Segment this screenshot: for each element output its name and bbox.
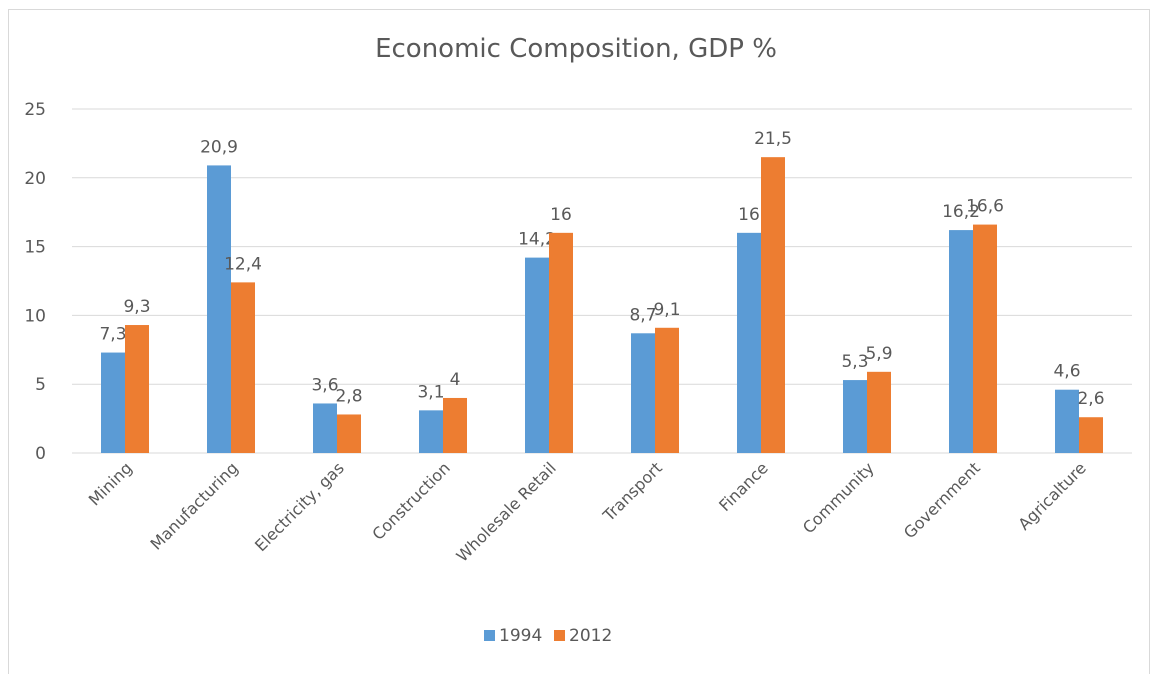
x-tick-label: Mining [85, 458, 136, 509]
bar [125, 325, 149, 453]
y-tick-label: 20 [24, 169, 46, 189]
bar [737, 232, 761, 453]
x-tick-label: Construction [368, 458, 453, 543]
data-label: 3,6 [311, 375, 338, 395]
x-tick-label: Agricalture [1014, 458, 1089, 533]
bar [631, 333, 655, 453]
data-label: 2,6 [1077, 389, 1104, 409]
y-tick-label: 25 [24, 100, 46, 120]
data-label: 12,4 [224, 254, 262, 274]
bar [843, 380, 867, 453]
x-tick-label: Manufacturing [146, 458, 241, 553]
data-label: 7,3 [99, 325, 126, 345]
bar [313, 403, 337, 453]
bar [101, 352, 125, 453]
data-label: 16,2 [942, 202, 980, 222]
y-tick-label: 5 [35, 375, 46, 395]
bar [949, 230, 973, 453]
data-label: 3,1 [417, 382, 444, 402]
bar [655, 327, 679, 453]
bar [207, 165, 231, 453]
bar [1055, 389, 1079, 453]
bar [443, 397, 467, 453]
y-tick-label: 10 [24, 306, 46, 326]
data-label: 16,6 [966, 197, 1004, 217]
data-label: 8,7 [629, 305, 656, 325]
y-tick-label: 0 [35, 444, 46, 464]
x-tick-label: Transport [599, 458, 666, 525]
x-tick-label: Government [900, 458, 984, 542]
bar [1079, 417, 1103, 453]
legend-swatch [484, 630, 495, 641]
data-label: 16 [738, 205, 760, 225]
x-tick-label: Wholesale Retail [453, 458, 560, 565]
bar [525, 257, 549, 453]
data-label: 21,5 [754, 129, 792, 149]
data-label: 4,6 [1053, 362, 1080, 382]
chart-title: Economic Composition, GDP % [375, 34, 777, 64]
bar [337, 414, 361, 453]
bar [761, 157, 785, 453]
data-label: 4 [450, 370, 461, 390]
data-label: 9,3 [123, 297, 150, 317]
data-label: 14,2 [518, 230, 556, 250]
data-label: 20,9 [200, 137, 238, 157]
bar [973, 224, 997, 453]
x-tick-label: Finance [715, 458, 772, 515]
bar [419, 410, 443, 453]
legend-label: 1994 [499, 626, 542, 646]
x-tick-label: Community [799, 458, 878, 537]
data-label: 2,8 [335, 386, 362, 406]
y-tick-label: 15 [24, 238, 46, 258]
data-label: 16 [550, 205, 572, 225]
data-label: 5,3 [841, 352, 868, 372]
bar [549, 232, 573, 453]
legend-label: 2012 [569, 626, 612, 646]
data-label: 5,9 [865, 344, 892, 364]
bar [231, 282, 255, 453]
x-tick-label: Electricity, gas [251, 458, 348, 555]
data-label: 9,1 [653, 300, 680, 320]
bar [867, 371, 891, 453]
legend-swatch [554, 630, 565, 641]
